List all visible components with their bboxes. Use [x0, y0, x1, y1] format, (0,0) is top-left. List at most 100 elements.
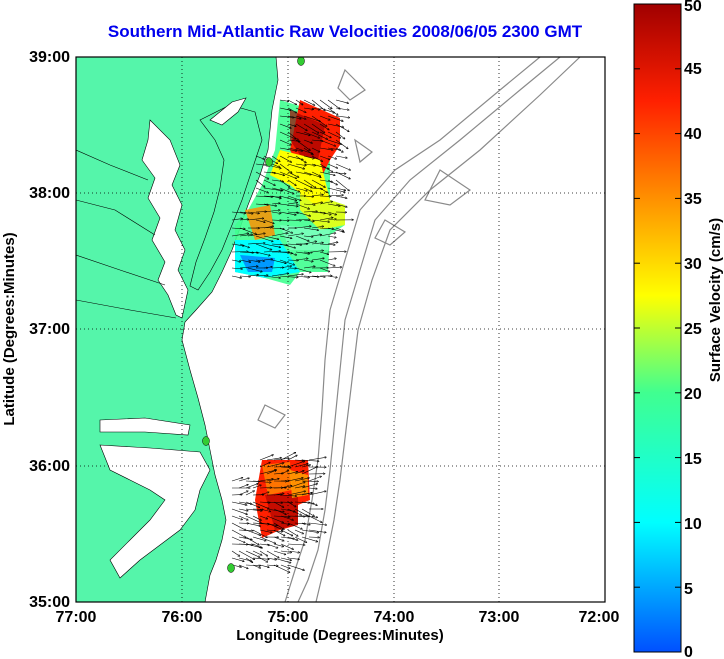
velocity-arrow	[301, 522, 310, 525]
velocity-arrow	[287, 163, 304, 169]
velocity-arrow	[303, 211, 317, 212]
velocity-arrow	[245, 508, 262, 511]
velocity-arrow	[311, 147, 320, 152]
velocity-arrow	[247, 252, 258, 253]
velocity-arrow	[271, 155, 280, 161]
velocity-arrow	[295, 187, 307, 191]
velocity-arrow	[245, 536, 259, 545]
velocity-arrow	[311, 226, 323, 229]
velocity-arrow	[279, 107, 291, 110]
velocity-arrow	[280, 529, 293, 536]
velocity-arrow	[295, 226, 311, 229]
velocity-arrow	[295, 211, 311, 216]
velocity-arrow	[266, 458, 281, 461]
plot-area	[76, 57, 605, 602]
velocity-arrow	[327, 219, 336, 220]
velocity-arrow	[294, 471, 304, 475]
velocity-arrow	[319, 123, 329, 130]
colorbar-tick-label: 35	[684, 191, 702, 208]
velocity-arrow	[303, 171, 321, 177]
velocity-arrow	[245, 522, 260, 526]
velocity-arrow	[287, 564, 304, 570]
radar-stations	[202, 57, 305, 573]
velocity-arrow	[259, 557, 268, 562]
velocity-arrow	[280, 557, 291, 560]
velocity-arrow	[273, 493, 284, 496]
velocity-arrow	[259, 492, 269, 496]
x-tick-label: 77:00	[56, 609, 97, 626]
velocity-arrow	[287, 107, 297, 113]
velocity-arrow	[255, 235, 273, 242]
velocity-arrow	[231, 478, 243, 482]
velocity-arrow	[287, 536, 298, 540]
velocity-arrow	[252, 564, 260, 568]
velocity-arrow	[311, 235, 321, 237]
velocity-arrow	[259, 470, 277, 475]
velocity-arrow	[301, 467, 318, 475]
velocity-arrow	[335, 187, 346, 190]
velocity-arrow	[301, 484, 317, 489]
velocity-arrow	[231, 536, 245, 543]
chesapeake-bay	[141, 119, 189, 319]
velocity-arrow	[259, 488, 272, 489]
velocity-arrow	[295, 203, 309, 209]
colorbar-tick-label: 20	[684, 386, 702, 403]
x-tick-label: 73:00	[479, 609, 520, 626]
velocity-arrow	[271, 187, 283, 191]
velocity-arrow	[273, 564, 290, 572]
velocity-arrow	[231, 275, 241, 278]
velocity-arrow	[303, 139, 312, 143]
velocity-arrow	[280, 453, 296, 461]
velocity-arrow	[295, 275, 309, 278]
velocity-arrow	[255, 155, 264, 159]
grid-lines	[76, 57, 605, 602]
velocity-arrow	[259, 529, 272, 533]
velocity-arrow	[327, 211, 337, 215]
velocity-arrow	[255, 260, 264, 261]
velocity-arrow	[263, 203, 277, 206]
velocity-arrow	[327, 163, 338, 168]
velocity-arrow	[263, 251, 280, 252]
velocity-arrow	[287, 244, 302, 245]
velocity-arrow	[271, 195, 281, 199]
velocity-arrow	[301, 508, 314, 516]
colorbar-gradient	[633, 3, 682, 653]
velocity-arrow	[303, 276, 319, 277]
velocity-arrow	[231, 243, 244, 246]
velocity-arrow	[303, 99, 315, 105]
velocity-arrow	[327, 155, 336, 159]
velocity-arrow	[335, 147, 343, 152]
velocity-arrow	[287, 557, 299, 559]
station-marker	[227, 563, 235, 573]
velocity-arrow	[259, 543, 269, 545]
velocity-arrow	[287, 220, 301, 221]
velocity-arrow	[238, 491, 248, 496]
y-axis-ticks: 39:00 38:00 37:00 36:00 35:00	[29, 49, 70, 611]
velocity-arrow	[263, 210, 280, 213]
velocity-arrow	[311, 139, 323, 141]
velocity-arrow	[271, 171, 284, 175]
velocity-arrow	[311, 187, 322, 189]
velocity-arrow	[287, 482, 305, 489]
velocity-arrow	[319, 244, 335, 245]
velocity-arrow	[319, 259, 335, 266]
velocity-arrow	[287, 131, 298, 140]
velocity-arrow	[266, 550, 279, 558]
velocity-arrow	[239, 211, 253, 214]
velocity-arrow	[295, 163, 306, 166]
velocity-arrow	[294, 486, 305, 489]
velocity-arrow	[239, 266, 258, 269]
y-tick-label: 37:00	[29, 321, 70, 338]
velocity-arrow	[295, 220, 310, 221]
velocity-arrow	[319, 147, 333, 150]
velocity-arrow	[273, 458, 289, 461]
velocity-arrow	[247, 233, 265, 237]
velocity-arrow	[245, 491, 254, 496]
velocity-arrow	[263, 195, 281, 197]
x-tick-label: 74:00	[374, 609, 415, 626]
velocity-arrow	[303, 123, 319, 133]
velocity-arrow	[231, 219, 242, 221]
velocity-arrow	[287, 212, 299, 213]
velocity-arrow	[327, 267, 342, 268]
